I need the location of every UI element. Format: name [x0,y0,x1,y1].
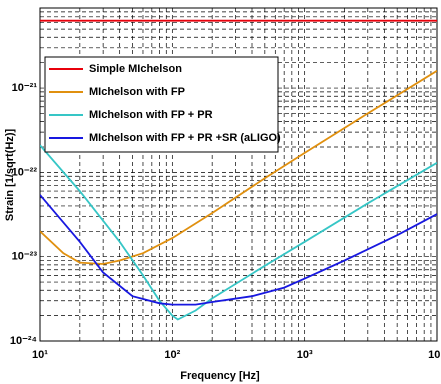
x-tick-label: 10³ [297,349,313,361]
x-axis-label: Frequency [Hz] [180,370,260,382]
legend-label: MIchelson with FP + PR +SR (aLIGO) [89,132,281,144]
legend-label: Simple MIchelson [89,63,182,75]
y-tick-label: 10⁻²¹ [12,82,38,94]
y-tick-label: 10⁻²² [12,166,38,178]
legend-box [44,56,279,153]
legend-label: MIchelson with FP [89,86,185,98]
series-line [40,144,437,321]
x-tick-label: 10² [164,349,180,361]
y-tick-label: 10⁻²³ [12,251,38,263]
y-axis-label: Strain [1/sqrt(Hz)] [4,129,16,222]
y-tick-label: 10⁻²⁴ [10,335,37,347]
series-line [40,194,437,306]
plot-frame [39,7,438,342]
x-tick-label: 10⁴ [428,349,441,361]
legend-label: MIchelson with FP + PR [89,109,213,121]
series-line [40,70,437,265]
x-tick-label: 10¹ [32,349,48,361]
